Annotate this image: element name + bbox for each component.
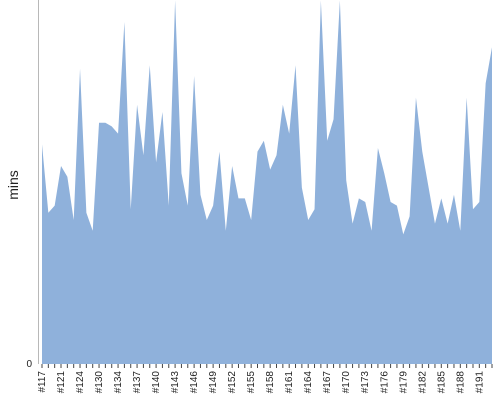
x-tick-label: #188 bbox=[455, 371, 466, 394]
y-ticks: 0 bbox=[26, 359, 32, 370]
series-area bbox=[42, 0, 492, 364]
x-tick-label: #155 bbox=[246, 371, 257, 394]
x-tick-label: #134 bbox=[113, 371, 124, 394]
x-tick-label: #143 bbox=[170, 371, 181, 394]
x-tick-label: #146 bbox=[189, 371, 200, 394]
x-tick-label: #161 bbox=[284, 371, 295, 394]
x-tick-label: #167 bbox=[322, 371, 333, 394]
x-tick-label: #137 bbox=[132, 371, 143, 394]
x-tick-label: #173 bbox=[360, 371, 371, 394]
y-tick-label: 0 bbox=[26, 359, 32, 370]
x-tick-label: #152 bbox=[227, 371, 238, 394]
x-tick-label: #149 bbox=[208, 371, 219, 394]
x-tick-label: #130 bbox=[94, 371, 105, 394]
x-tick-label: #185 bbox=[436, 371, 447, 394]
x-tick-label: #117 bbox=[37, 371, 48, 393]
x-tick-label: #158 bbox=[265, 371, 276, 394]
x-tick-label: #179 bbox=[398, 371, 409, 394]
x-tick-label: #176 bbox=[379, 371, 390, 394]
x-tick-label: #121 bbox=[56, 371, 67, 394]
x-tick-label: #164 bbox=[303, 371, 314, 394]
area-layer bbox=[42, 0, 492, 364]
x-tick-label: #182 bbox=[417, 371, 428, 394]
x-tick-label: #170 bbox=[341, 371, 352, 394]
x-tick-label: #191 bbox=[474, 371, 485, 394]
y-axis-title: mins bbox=[5, 170, 21, 200]
x-tick-label: #140 bbox=[151, 371, 162, 394]
x-ticks: #117 #121 #124 #130 #134 #137 #140 #143 #146 #149… bbox=[37, 364, 493, 394]
x-tick-label: #124 bbox=[75, 371, 86, 394]
